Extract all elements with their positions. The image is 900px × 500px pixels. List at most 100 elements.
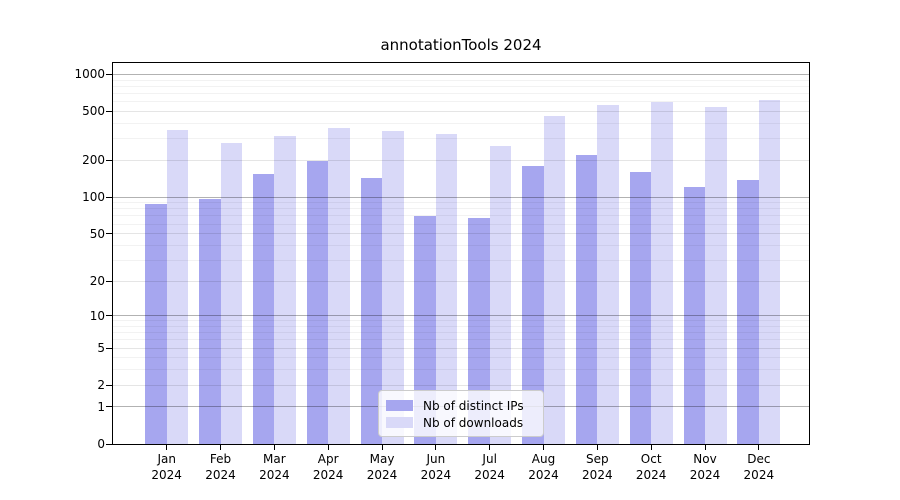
x-tick-label-mar: Mar 2024	[246, 451, 302, 483]
x-tick-label-may: May 2024	[354, 451, 410, 483]
gridline-30	[113, 259, 809, 261]
gridline-3	[113, 369, 809, 371]
gridline-60	[113, 223, 809, 225]
gridline-700	[113, 92, 809, 94]
gridline-6	[113, 339, 809, 341]
y-tick-mark-50	[106, 233, 112, 235]
gridline-9	[113, 320, 809, 322]
chart-title: annotationTools 2024	[380, 36, 542, 54]
legend: Nb of distinct IPs Nb of downloads	[378, 390, 544, 437]
legend-swatch-0	[386, 400, 413, 411]
gridline-2	[113, 384, 809, 386]
gridline-70	[113, 215, 809, 217]
bar-oct-series1	[651, 102, 673, 444]
bar-jun-series0	[414, 215, 436, 444]
x-tick-year: 2024	[635, 468, 667, 482]
y-tick-mark-1	[106, 406, 112, 408]
x-tick-month: Mar	[263, 452, 286, 466]
bar-dec-series1	[758, 100, 781, 444]
y-tick-mark-0	[106, 443, 112, 445]
y-tick-label-0: 0	[97, 437, 105, 451]
y-tick-mark-2	[106, 384, 112, 386]
gridline-300	[113, 138, 809, 140]
x-tick-label-jan: Jan 2024	[139, 451, 195, 483]
legend-swatch-1	[386, 417, 413, 428]
bar-jul-series1	[489, 146, 512, 444]
y-tick-label-1: 1	[97, 399, 105, 414]
bar-jul-series0	[468, 218, 490, 444]
y-tick-label-50: 50	[89, 226, 105, 241]
bar-sep-series1	[597, 104, 619, 444]
gridline-200	[113, 159, 809, 161]
gridline-50	[113, 233, 809, 235]
x-tick-year: 2024	[366, 468, 398, 482]
y-tick-mark-200	[106, 159, 112, 161]
x-tick-year: 2024	[151, 468, 182, 482]
bar-may-series0	[360, 178, 383, 444]
x-tick-mark-feb	[220, 445, 222, 450]
x-tick-mark-oct	[650, 445, 652, 450]
gridline-20	[113, 280, 809, 282]
bar-dec-series0	[737, 180, 759, 444]
legend-label-1: Nb of downloads	[423, 415, 524, 430]
x-tick-label-jun: Jun 2024	[408, 451, 464, 483]
x-tick-year: 2024	[420, 468, 452, 482]
gridline-4	[113, 357, 809, 359]
x-tick-label-nov: Nov 2024	[677, 451, 733, 483]
x-tick-year: 2024	[582, 468, 613, 482]
x-tick-label-aug: Aug 2024	[516, 451, 572, 483]
legend-row-1: Nb of downloads	[386, 414, 535, 431]
bar-may-series1	[382, 131, 404, 444]
x-tick-year: 2024	[528, 468, 559, 482]
x-tick-month: Jul	[482, 452, 497, 466]
y-tick-label-200: 200	[82, 153, 105, 168]
x-tick-month: Jun	[426, 452, 446, 466]
gridline-40	[113, 244, 809, 246]
x-tick-year: 2024	[474, 468, 505, 482]
gridline-900	[113, 79, 809, 81]
bar-jan-series1	[166, 129, 189, 444]
x-tick-year: 2024	[743, 468, 775, 482]
x-tick-month: May	[369, 452, 395, 466]
y-tick-label-2: 2	[97, 378, 105, 393]
y-tick-mark-10	[106, 315, 112, 317]
gridline-800	[113, 85, 809, 87]
x-tick-mark-dec	[758, 445, 760, 450]
gridline-1000	[113, 73, 809, 75]
x-tick-mark-jan	[166, 445, 168, 450]
bar-sep-series0	[575, 154, 598, 444]
bar-feb-series1	[220, 143, 243, 444]
x-tick-mark-nov	[704, 445, 706, 450]
gridline-7	[113, 332, 809, 334]
bar-nov-series0	[683, 186, 705, 444]
x-tick-month: Sep	[586, 452, 609, 466]
bar-oct-series0	[629, 172, 652, 444]
x-tick-mark-jul	[489, 445, 491, 450]
x-tick-mark-aug	[543, 445, 544, 450]
legend-row-0: Nb of distinct IPs	[386, 397, 535, 414]
bar-mar-series1	[274, 135, 296, 444]
bar-apr-series0	[306, 161, 329, 444]
x-tick-label-dec: Dec 2024	[731, 451, 787, 483]
bar-aug-series1	[543, 115, 565, 444]
x-tick-mark-apr	[327, 445, 329, 450]
gridline-90	[113, 202, 809, 204]
y-tick-label-500: 500	[82, 104, 105, 119]
x-tick-label-feb: Feb 2024	[193, 451, 249, 483]
y-tick-mark-100	[106, 196, 112, 198]
x-tick-mark-jun	[435, 445, 437, 450]
x-tick-year: 2024	[205, 468, 236, 482]
x-tick-mark-mar	[273, 445, 275, 450]
y-tick-mark-1000	[106, 73, 112, 75]
x-tick-mark-sep	[596, 445, 598, 450]
gridline-10	[113, 315, 809, 317]
gridline-500	[113, 110, 809, 112]
bar-jun-series1	[435, 134, 458, 444]
y-tick-label-10: 10	[89, 308, 105, 323]
x-tick-year: 2024	[259, 468, 290, 482]
bar-mar-series0	[252, 173, 275, 444]
y-tick-mark-500	[106, 110, 112, 112]
x-tick-month: Nov	[693, 452, 717, 466]
bar-apr-series1	[328, 128, 350, 444]
